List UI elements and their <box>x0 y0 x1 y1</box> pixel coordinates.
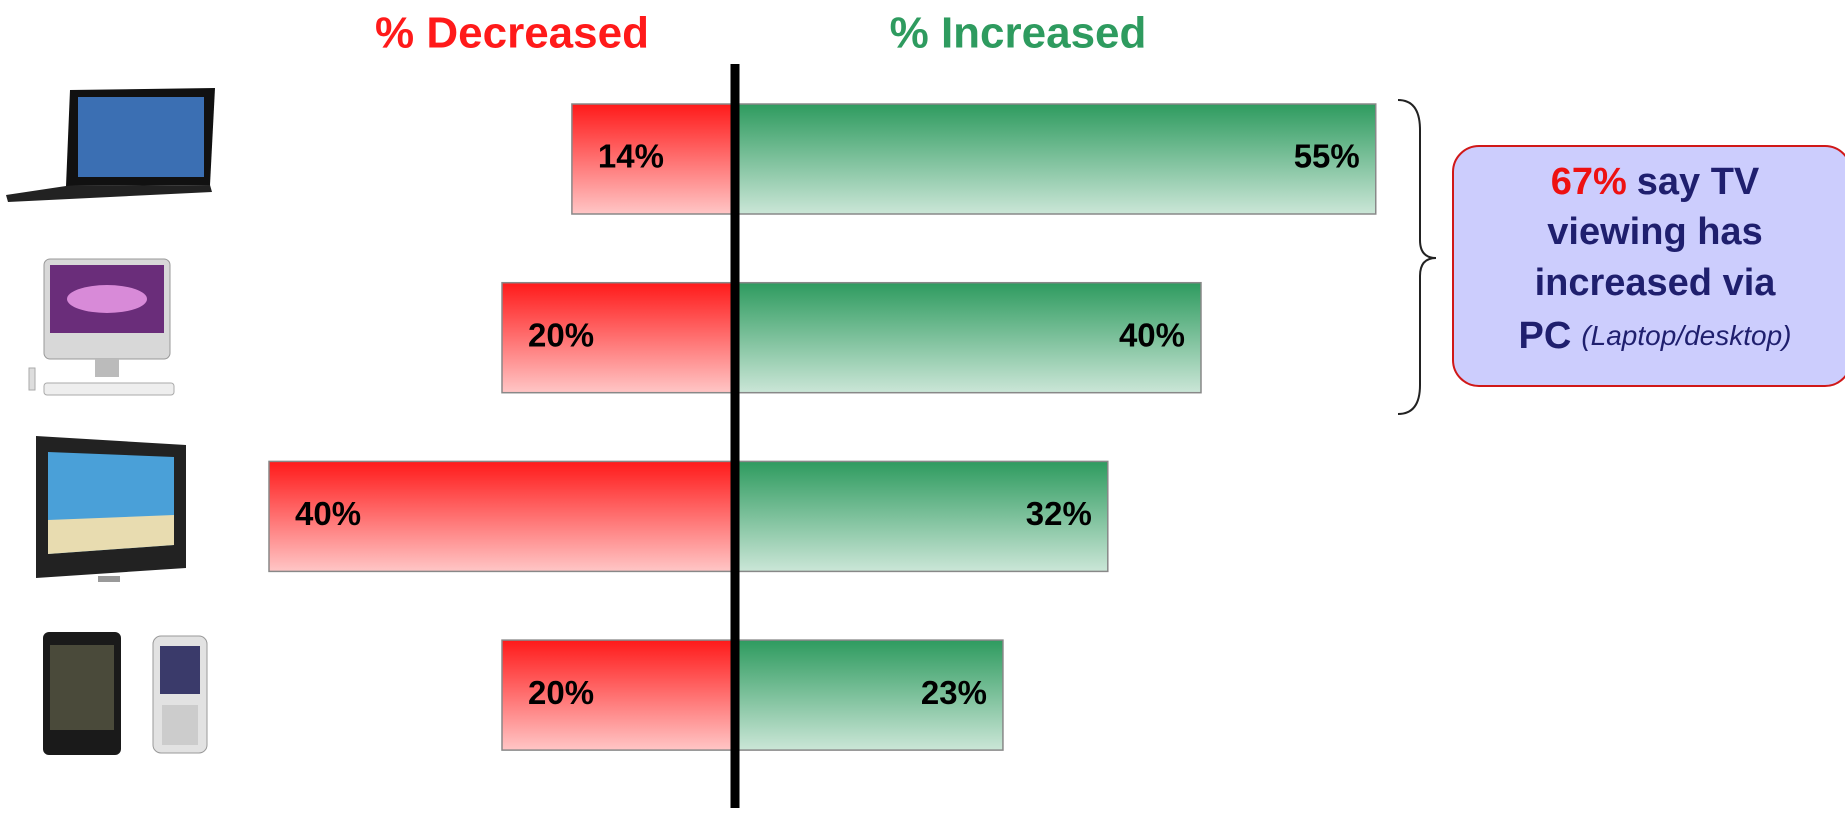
callout-text: say TV <box>1637 161 1760 203</box>
callout-line: PC (Laptop/desktop) <box>1519 315 1792 357</box>
bar <box>734 639 1004 751</box>
value-label: 32% <box>1026 495 1092 532</box>
laptop-icon <box>6 88 215 202</box>
callout-note: (Laptop/desktop) <box>1581 320 1791 351</box>
legend-decreased: % Decreased <box>375 9 649 58</box>
value-label: 20% <box>528 316 594 353</box>
callout-box <box>1452 145 1845 387</box>
bars: 14% 55% 20% 40% 40% 32% 20% 23% <box>268 103 1377 751</box>
value-label: 40% <box>295 495 361 532</box>
value-label: 55% <box>1294 138 1360 175</box>
value-label: 23% <box>921 674 987 711</box>
callout-highlight: 67% <box>1551 161 1627 203</box>
bar <box>268 460 736 573</box>
callout-line: viewing has <box>1547 211 1762 253</box>
value-label: 14% <box>598 138 664 175</box>
tv-icon <box>36 436 186 582</box>
callout-text: PC <box>1519 315 1572 357</box>
callout-line: 67% say TV <box>1551 161 1760 203</box>
bar <box>571 103 736 215</box>
bar <box>734 103 1377 215</box>
callout-line: increased via <box>1535 262 1777 304</box>
desktop-icon <box>28 258 175 396</box>
value-label: 20% <box>528 674 594 711</box>
bar <box>501 281 736 394</box>
value-label: 40% <box>1119 316 1185 353</box>
bar <box>734 281 1202 394</box>
legend-increased: % Increased <box>890 9 1147 58</box>
brace <box>1397 99 1437 415</box>
bar <box>734 460 1109 573</box>
bar <box>501 639 736 751</box>
phones-icon <box>43 632 208 755</box>
